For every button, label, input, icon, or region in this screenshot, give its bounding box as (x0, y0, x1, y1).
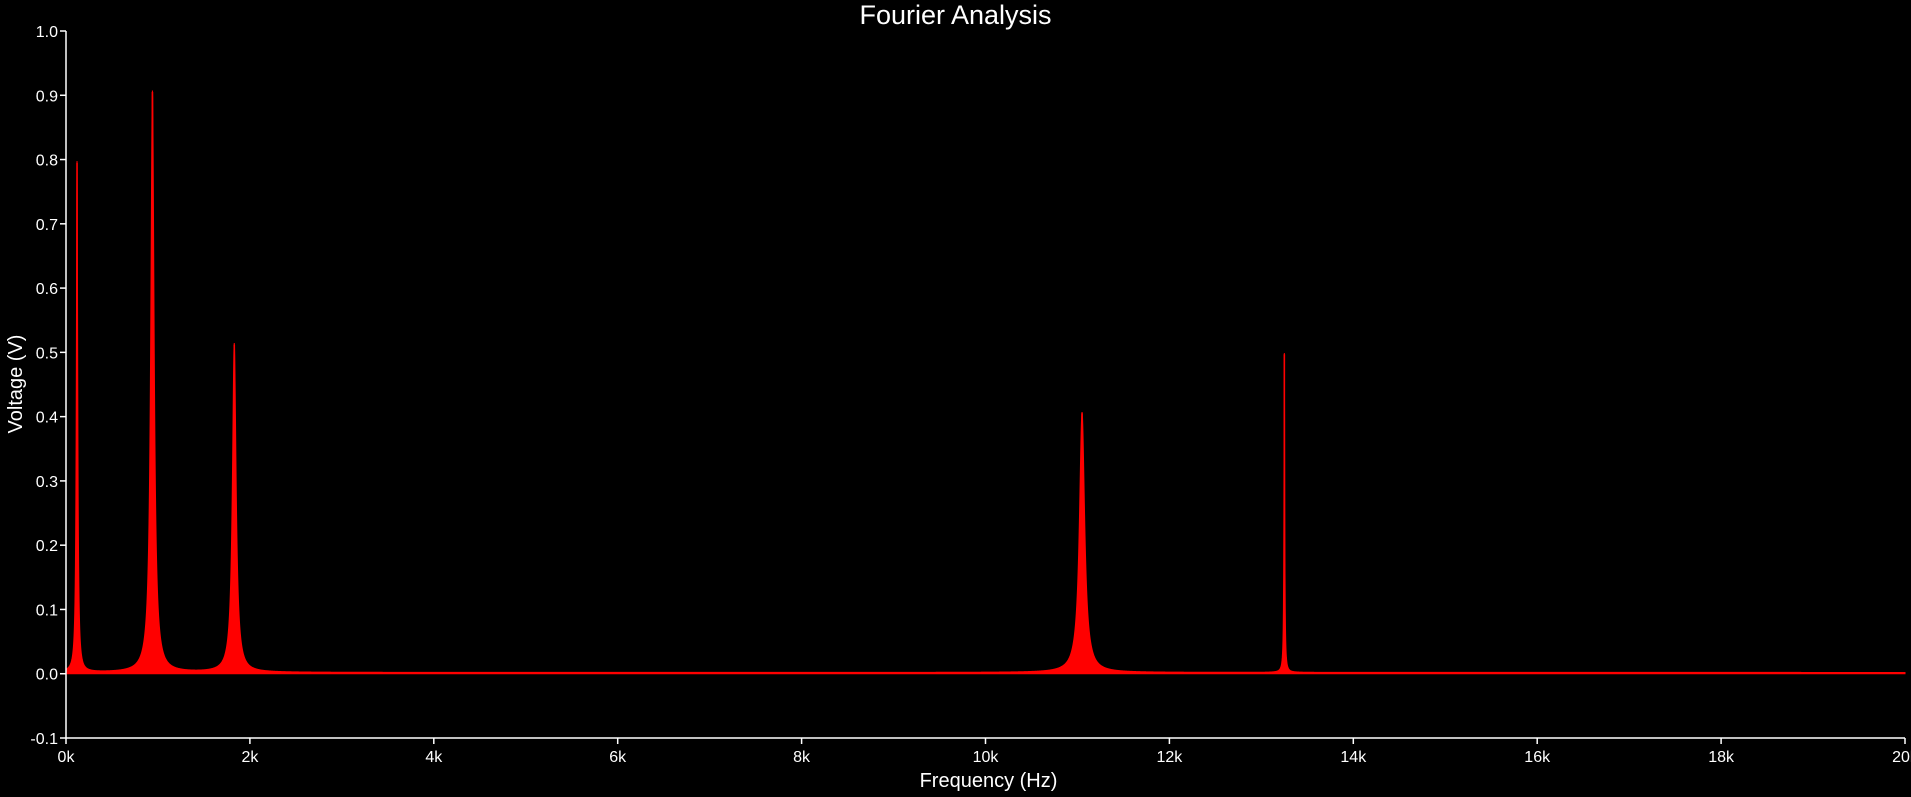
y-tick-label: -0.1 (30, 731, 58, 748)
y-tick-label: 1.0 (36, 24, 58, 41)
y-tick-label: 0.8 (36, 153, 58, 170)
x-tick-label: 12k (1157, 749, 1184, 766)
x-tick-label: 2k (241, 749, 259, 766)
y-tick-label: 0.5 (36, 345, 58, 362)
y-tick-label: 0.1 (36, 602, 58, 619)
series-layer (65, 90, 1906, 675)
y-axis-label: Voltage (V) (5, 334, 27, 434)
x-tick-label: 0k (58, 749, 76, 766)
x-tick-label: 8k (793, 749, 811, 766)
x-tick-label: 4k (425, 749, 443, 766)
y-tick-label: 0.7 (36, 217, 58, 234)
chart-title: Fourier Analysis (859, 0, 1052, 30)
axes-layer (65, 31, 1905, 739)
y-tick-label: 0.2 (36, 538, 58, 555)
ticks-layer: -0.1 0.0 0.1 0.2 0.3 0.4 0.5 0.6 0.7 0.8 0.9 1.0 0k 2… (30, 24, 1911, 766)
spectrum-series (65, 90, 1906, 675)
x-tick-label: 14k (1340, 749, 1367, 766)
y-tick-label: 0.4 (36, 410, 58, 427)
x-tick-label: 10k (973, 749, 1000, 766)
y-tick-label: 0.9 (36, 88, 58, 105)
x-tick-label: 20k (1892, 749, 1911, 766)
y-tick-label: 0.3 (36, 474, 58, 491)
y-tick-label: 0.0 (36, 667, 58, 684)
x-axis-label: Frequency (Hz) (919, 770, 1058, 792)
y-tick-label: 0.6 (36, 281, 58, 298)
x-tick-label: 16k (1524, 749, 1551, 766)
x-tick-label: 18k (1708, 749, 1735, 766)
x-tick-label: 6k (609, 749, 627, 766)
